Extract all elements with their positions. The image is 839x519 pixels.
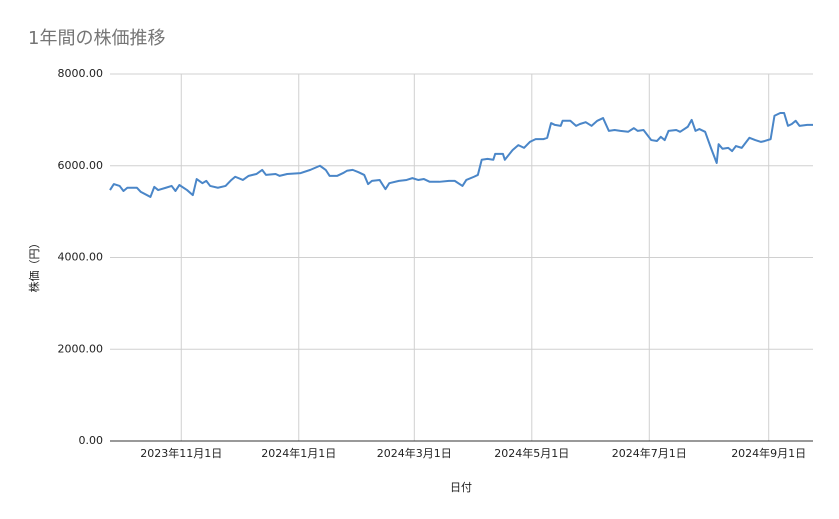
y-axis-title: 株価（円） bbox=[27, 238, 41, 293]
x-tick-label: 2024年1月1日 bbox=[261, 446, 336, 460]
y-tick-label: 8000.00 bbox=[58, 67, 104, 80]
x-tick-label: 2023年11月1日 bbox=[140, 446, 222, 460]
chart-title: 1年間の株価推移 bbox=[28, 28, 165, 49]
x-tick-label: 2024年9月1日 bbox=[731, 446, 806, 460]
line-series bbox=[109, 111, 813, 198]
x-tick-label: 2024年3月1日 bbox=[377, 446, 452, 460]
y-tick-label: 6000.00 bbox=[58, 159, 104, 172]
y-tick-label: 2000.00 bbox=[58, 342, 104, 355]
x-axis-title: 日付 bbox=[450, 481, 472, 494]
y-tick-label: 4000.00 bbox=[58, 251, 104, 264]
x-tick-label: 2024年7月1日 bbox=[612, 446, 687, 460]
x-tick-label: 2024年5月1日 bbox=[494, 446, 569, 460]
y-tick-label: 0.00 bbox=[79, 434, 104, 447]
